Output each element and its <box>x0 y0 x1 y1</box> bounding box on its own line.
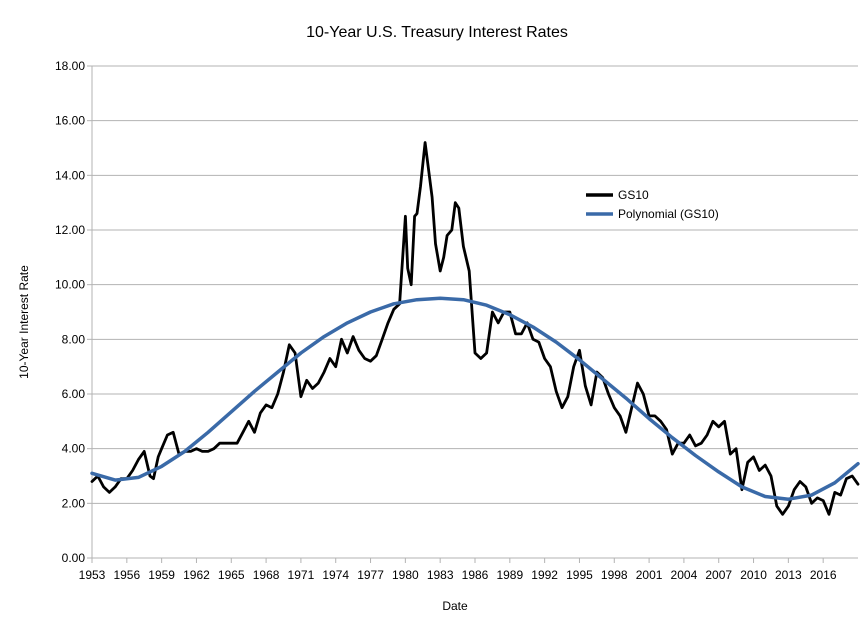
y-tick-label: 2.00 <box>62 496 86 510</box>
x-tick-label: 1971 <box>288 568 315 582</box>
legend: GS10 Polynomial (GS10) <box>586 188 719 221</box>
x-tick-label: 2013 <box>775 568 802 582</box>
y-tick-label: 4.00 <box>62 442 86 456</box>
y-tick-label: 16.00 <box>55 114 85 128</box>
x-tick-label: 1953 <box>79 568 106 582</box>
series-layer <box>90 141 860 516</box>
x-tick-label: 2004 <box>671 568 698 582</box>
x-axis-ticks: 1953 1956 1959 1962 1965 1968 1971 1974 1977 1980… <box>79 558 837 582</box>
y-tick-label: 10.00 <box>55 278 85 292</box>
y-axis-ticks: 0.00 2.00 4.00 6.00 8.00 10.00 12.00 14.00 16.00… <box>55 59 92 565</box>
x-tick-label: 1977 <box>357 568 384 582</box>
series-line-polynomial <box>90 296 860 501</box>
x-tick-label: 1968 <box>253 568 280 582</box>
legend-label-polynomial: Polynomial (GS10) <box>618 207 719 221</box>
y-tick-label: 6.00 <box>62 387 86 401</box>
y-tick-label: 0.00 <box>62 551 86 565</box>
y-tick-label: 14.00 <box>55 168 85 182</box>
x-tick-label: 1959 <box>148 568 175 582</box>
x-tick-label: 1983 <box>427 568 454 582</box>
series-line-gs10 <box>90 141 860 516</box>
x-tick-label: 1962 <box>183 568 210 582</box>
x-tick-label: 1980 <box>392 568 419 582</box>
x-tick-label: 2001 <box>636 568 663 582</box>
x-tick-label: 2016 <box>810 568 837 582</box>
x-tick-label: 1965 <box>218 568 245 582</box>
x-tick-label: 1989 <box>496 568 523 582</box>
x-tick-label: 1986 <box>462 568 489 582</box>
y-axis-label: 10-Year Interest Rate <box>17 265 31 379</box>
x-tick-label: 1974 <box>322 568 349 582</box>
x-axis-label: Date <box>442 599 468 613</box>
y-tick-label: 8.00 <box>62 332 86 346</box>
y-tick-label: 12.00 <box>55 223 85 237</box>
x-tick-label: 1956 <box>113 568 140 582</box>
legend-label-gs10: GS10 <box>618 188 649 202</box>
y-tick-label: 18.00 <box>55 59 85 73</box>
x-tick-label: 2007 <box>705 568 732 582</box>
x-tick-label: 2010 <box>740 568 767 582</box>
x-tick-label: 1998 <box>601 568 628 582</box>
chart-title: 10-Year U.S. Treasury Interest Rates <box>306 24 568 41</box>
x-tick-label: 1992 <box>531 568 558 582</box>
x-tick-label: 1995 <box>566 568 593 582</box>
